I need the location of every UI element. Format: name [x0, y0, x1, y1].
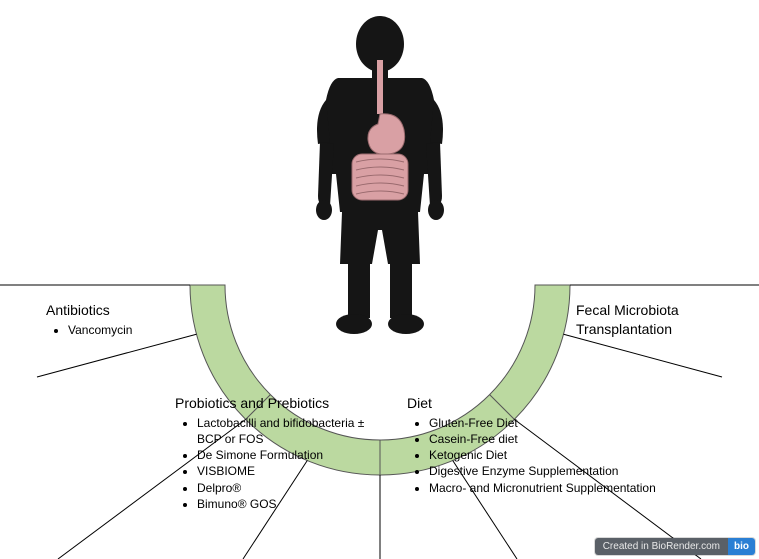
list-antibiotics: Vancomycin [46, 322, 216, 338]
heading-antibiotics: Antibiotics [46, 301, 216, 320]
list-item: Lactobacilli and bifidobacteria ± BCP or… [197, 415, 390, 447]
section-probiotics: Probiotics and Prebiotics Lactobacilli a… [175, 394, 390, 512]
list-item: Gluten-Free Diet [429, 415, 667, 431]
list-item: Delpro® [197, 480, 390, 496]
section-fmt: Fecal Microbiota Transplantation [576, 301, 746, 341]
list-item: Ketogenic Diet [429, 447, 667, 463]
list-item: De Simone Formulation [197, 447, 390, 463]
biorender-badge: Created in BioRender.com bio [595, 538, 755, 555]
list-item: Vancomycin [68, 322, 216, 338]
heading-probiotics: Probiotics and Prebiotics [175, 394, 390, 413]
section-diet: Diet Gluten-Free Diet Casein-Free diet K… [407, 394, 667, 496]
badge-text: Created in BioRender.com [595, 538, 728, 555]
badge-logo: bio [728, 538, 755, 555]
list-probiotics: Lactobacilli and bifidobacteria ± BCP or… [175, 415, 390, 512]
section-antibiotics: Antibiotics Vancomycin [46, 301, 216, 338]
heading-diet: Diet [407, 394, 667, 413]
list-item: VISBIOME [197, 463, 390, 479]
list-item: Macro- and Micronutrient Supplementation [429, 480, 667, 496]
list-item: Digestive Enzyme Supplementation [429, 463, 667, 479]
list-diet: Gluten-Free Diet Casein-Free diet Ketoge… [407, 415, 667, 496]
list-item: Casein-Free diet [429, 431, 667, 447]
list-item: Bimuno® GOS [197, 496, 390, 512]
leader-antibiotics [37, 334, 196, 377]
child-figure [290, 14, 470, 341]
heading-fmt: Fecal Microbiota Transplantation [576, 301, 746, 339]
